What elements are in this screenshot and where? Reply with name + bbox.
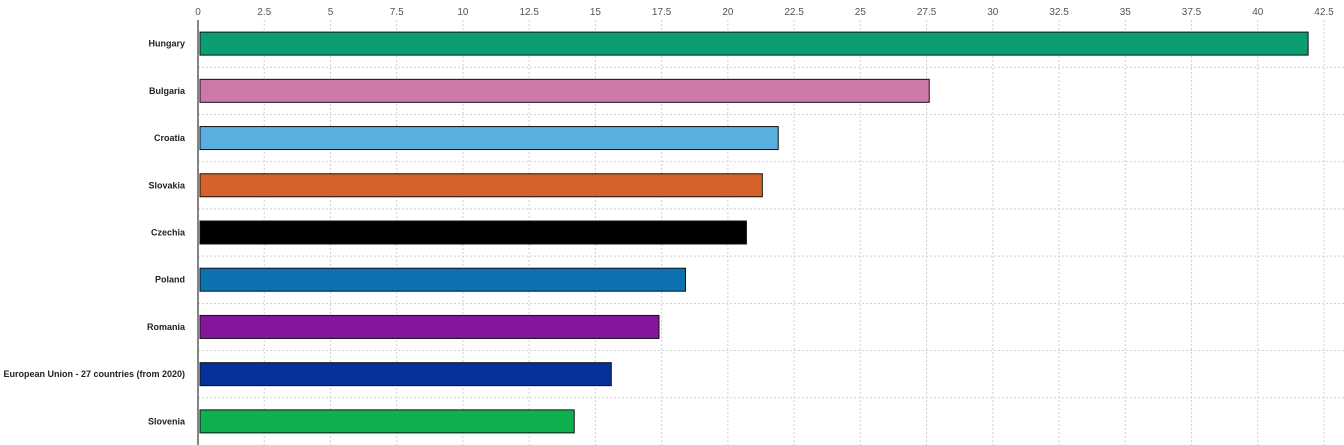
bar[interactable] xyxy=(199,220,747,245)
bar[interactable] xyxy=(199,31,1309,56)
bar[interactable] xyxy=(199,267,686,292)
category-label: Hungary xyxy=(148,39,185,49)
bar[interactable] xyxy=(199,314,660,339)
bar[interactable] xyxy=(199,362,612,387)
category-label: Slovenia xyxy=(148,416,186,426)
y-axis: Hungary Bulgaria Croatia Slovakia Czechia Pol… xyxy=(3,39,186,427)
category-label: European Union - 27 countries (from 2020… xyxy=(3,369,185,379)
x-tick-label: 5 xyxy=(328,7,334,18)
x-tick-label: 20 xyxy=(722,7,734,18)
x-tick-label: 42.5 xyxy=(1314,7,1334,18)
x-tick-label: 32.5 xyxy=(1049,7,1069,18)
x-tick-label: 22.5 xyxy=(784,7,804,18)
x-tick-label: 27.5 xyxy=(917,7,937,18)
category-label: Slovakia xyxy=(148,180,186,190)
x-tick-label: 12.5 xyxy=(519,7,539,18)
x-tick-label: 10 xyxy=(457,7,469,18)
x-tick-label: 7.5 xyxy=(390,7,404,18)
category-label: Romania xyxy=(147,322,186,332)
x-tick-label: 35 xyxy=(1120,7,1132,18)
category-label: Czechia xyxy=(151,228,186,238)
bar[interactable] xyxy=(199,173,763,198)
category-label: Croatia xyxy=(154,133,186,143)
x-tick-label: 0 xyxy=(195,7,201,18)
bar[interactable] xyxy=(199,78,930,103)
bar-layer xyxy=(199,31,1309,434)
x-tick-label: 17.5 xyxy=(652,7,672,18)
x-tick-label: 15 xyxy=(590,7,602,18)
x-tick-label: 30 xyxy=(987,7,999,18)
bar[interactable] xyxy=(199,409,575,434)
category-label: Poland xyxy=(155,275,185,285)
category-label: Bulgaria xyxy=(149,86,186,96)
x-axis: 0 2.5 5 7.5 10 12.5 15 17.5 20 22.5 25 27.5 30 32.5 35… xyxy=(195,7,1334,18)
x-tick-label: 2.5 xyxy=(257,7,271,18)
x-tick-label: 40 xyxy=(1252,7,1264,18)
bar[interactable] xyxy=(199,126,779,151)
x-tick-label: 25 xyxy=(855,7,867,18)
x-tick-label: 37.5 xyxy=(1182,7,1202,18)
